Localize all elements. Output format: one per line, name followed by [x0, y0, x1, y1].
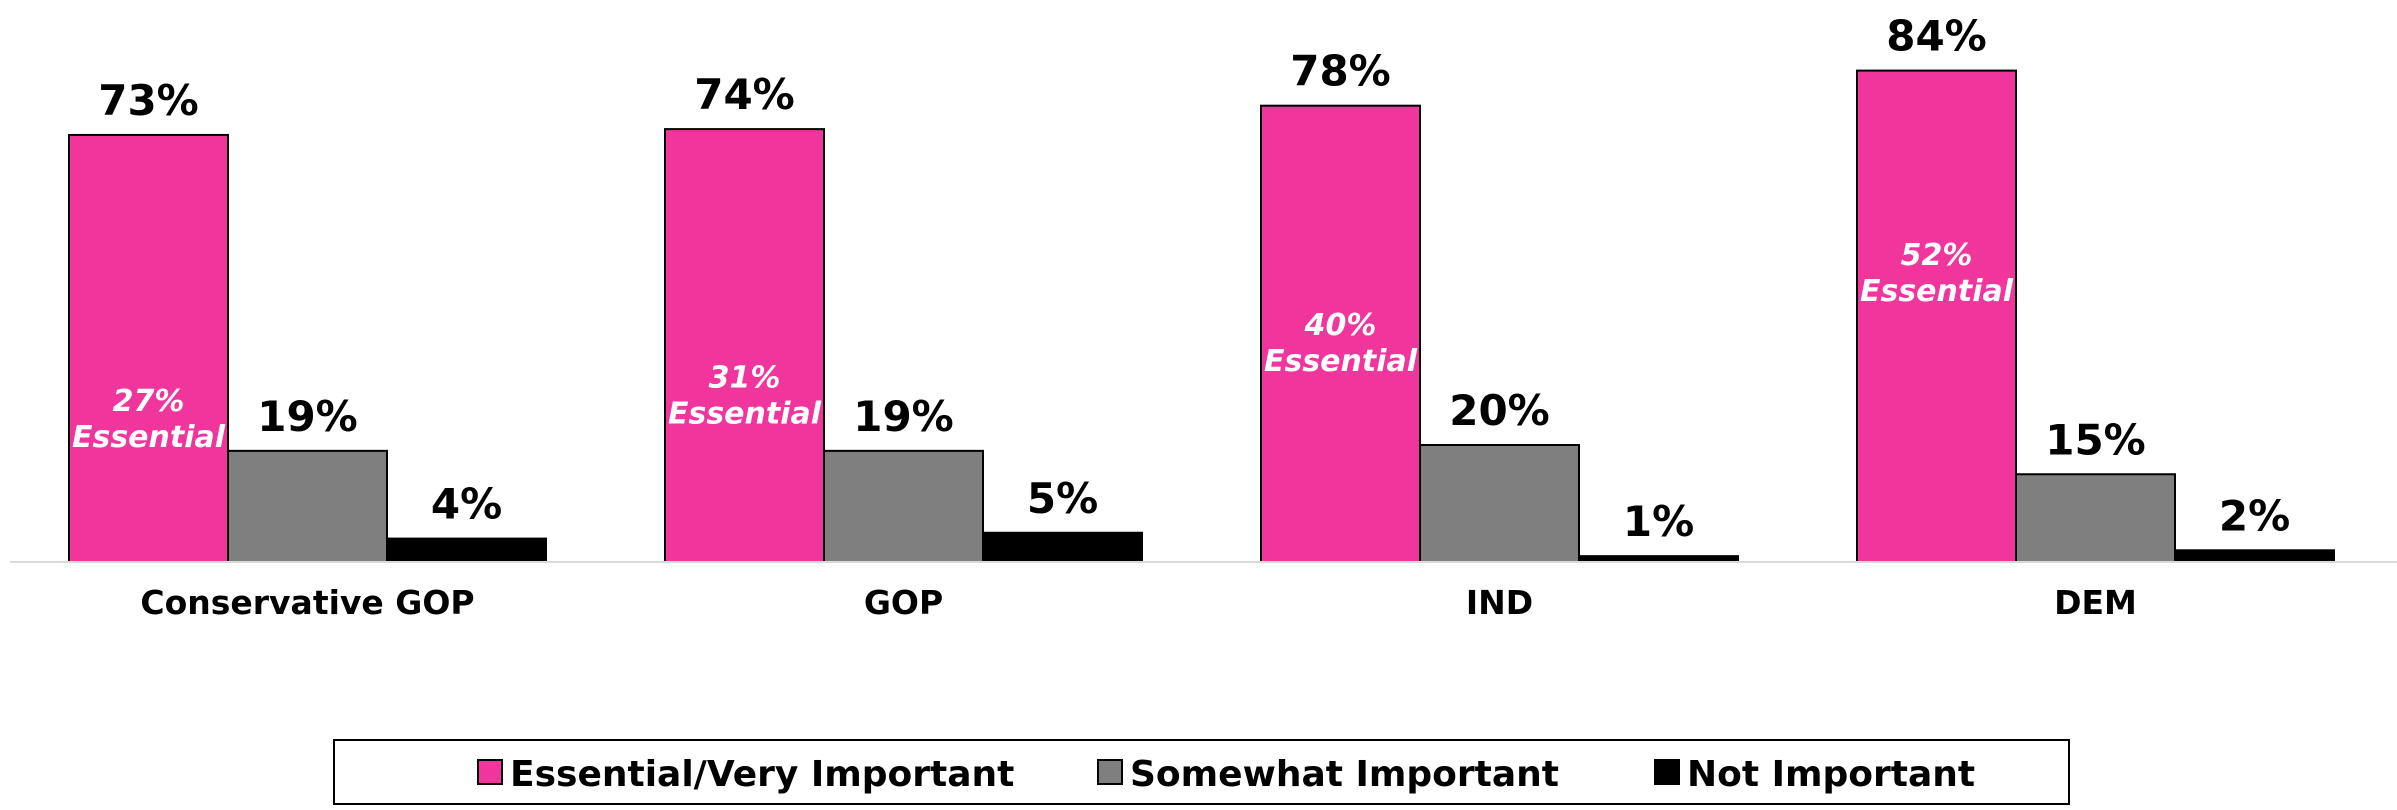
- category-labels: Conservative GOP GOP IND DEM: [140, 583, 2137, 622]
- value-label-essential-very-important-dem: 84%: [1886, 12, 1987, 61]
- labels-layer: 73%27%Essential 19%4%74%31%Essential 19%5%…: [72, 12, 2290, 547]
- bar-essential-very-important-gop: [664, 128, 825, 563]
- value-label-not-important-gop: 5%: [1027, 474, 1098, 523]
- bar-essential-very-important-conservative-gop: [68, 133, 229, 563]
- category-label-dem: DEM: [2054, 583, 2137, 622]
- bar-essential-very-important-dem: [1856, 69, 2017, 563]
- value-label-not-important-conservative-gop: 4%: [431, 480, 502, 529]
- category-label-ind: IND: [1466, 583, 1533, 622]
- inner-label-conservative-gop-line-2: Essential: [72, 420, 226, 455]
- value-label-essential-very-important-ind: 78%: [1290, 47, 1391, 96]
- value-label-essential-very-important-gop: 74%: [694, 70, 795, 119]
- bar-somewhat-important-conservative-gop: [227, 449, 388, 564]
- bar-somewhat-important-gop: [823, 449, 984, 564]
- inner-label-conservative-gop-line-1: 27%: [113, 384, 185, 419]
- legend-frame: [333, 739, 2070, 805]
- value-label-somewhat-important-conservative-gop: 19%: [257, 392, 358, 441]
- value-label-essential-very-important-conservative-gop: 73%: [98, 76, 199, 125]
- legend: Essential/Very Important Somewhat Importa…: [333, 739, 2070, 805]
- value-label-not-important-dem: 2%: [2219, 491, 2290, 540]
- bar-essential-very-important-ind: [1260, 104, 1421, 563]
- legend-label-essential-very-important: Essential/Very Important: [510, 754, 1014, 795]
- inner-label-ind-line-1: 40%: [1304, 308, 1377, 343]
- legend-items: Essential/Very Important Somewhat Importa…: [477, 754, 1975, 795]
- value-label-somewhat-important-ind: 20%: [1449, 386, 1550, 435]
- legend-swatch-essential-very-important: [477, 759, 503, 785]
- inner-label-gop-line-2: Essential: [668, 397, 822, 432]
- category-label-gop: GOP: [864, 583, 943, 622]
- inner-label-dem-line-2: Essential: [1860, 274, 2014, 309]
- legend-swatch-not-important: [1654, 759, 1680, 785]
- category-label-conservative-gop: Conservative GOP: [140, 583, 474, 622]
- legend-label-somewhat-important: Somewhat Important: [1130, 754, 1559, 795]
- legend-label-not-important: Not Important: [1687, 754, 1975, 795]
- inner-label-dem-line-1: 52%: [1901, 238, 1973, 273]
- bar-not-important-dem: [2174, 549, 2335, 563]
- legend-swatch-somewhat-important: [1097, 759, 1123, 785]
- value-label-somewhat-important-dem: 15%: [2045, 415, 2146, 464]
- inner-label-ind-line-2: Essential: [1264, 344, 1418, 379]
- inner-label-gop-line-1: 31%: [709, 361, 781, 396]
- bars-layer: [68, 69, 2335, 564]
- bar-somewhat-important-ind: [1419, 444, 1580, 563]
- value-label-somewhat-important-gop: 19%: [853, 392, 954, 441]
- bar-not-important-conservative-gop: [386, 537, 547, 563]
- bar-not-important-gop: [982, 531, 1143, 563]
- value-label-not-important-ind: 1%: [1623, 497, 1694, 546]
- bar-somewhat-important-dem: [2015, 473, 2176, 563]
